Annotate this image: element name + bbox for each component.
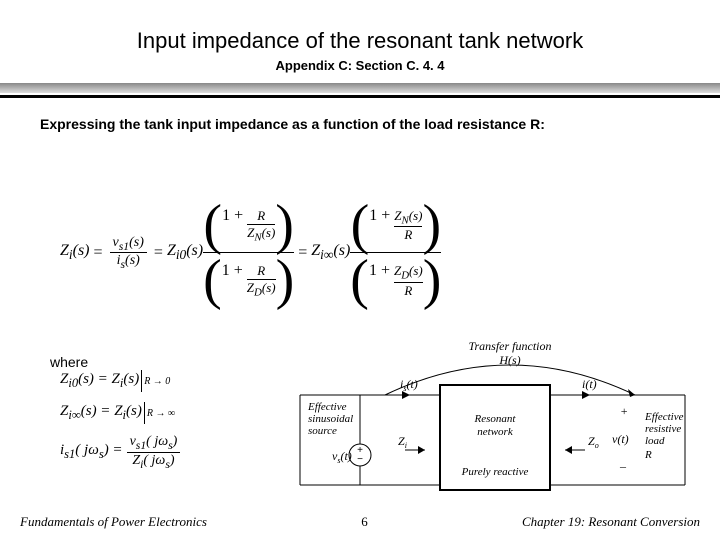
main-equation: Zi(s) = vs1(s) is(s) = Zi0(s) ( 1 + RZN(… xyxy=(60,200,441,306)
page-subtitle: Appendix C: Section C. 4. 4 xyxy=(0,58,720,73)
svg-text:is(t): is(t) xyxy=(400,377,418,393)
svg-text:network: network xyxy=(477,426,514,438)
horizontal-rule xyxy=(0,83,720,98)
where-label: where xyxy=(50,354,88,370)
svg-text:v(t): v(t) xyxy=(612,432,629,446)
svg-text:R: R xyxy=(644,449,652,461)
svg-text:vs(t): vs(t) xyxy=(332,449,352,465)
def-ziinf: Zi∞(s) = Zi(s) R → ∞ xyxy=(60,402,183,424)
svg-text:Zo: Zo xyxy=(588,434,599,450)
svg-text:resistive: resistive xyxy=(645,423,681,435)
svg-text:source: source xyxy=(308,425,337,437)
page-title: Input impedance of the resonant tank net… xyxy=(0,28,720,54)
definitions-block: Zi0(s) = Zi(s) R → 0 Zi∞(s) = Zi(s) R → … xyxy=(60,370,183,481)
svg-text:+: + xyxy=(620,404,628,418)
def-is1: is1( jωs) = vs1( jωs) Zi( jωs) xyxy=(60,434,183,471)
svg-text:Effective: Effective xyxy=(307,401,347,413)
svg-text:i(t): i(t) xyxy=(582,377,597,391)
footer-right: Chapter 19: Resonant Conversion xyxy=(522,514,700,530)
footer-page-number: 6 xyxy=(361,514,368,530)
svg-text:sinusoidal: sinusoidal xyxy=(308,413,353,425)
circuit-diagram: Transfer function H(s) Effective sinusoi… xyxy=(290,340,690,510)
svg-text:Effective: Effective xyxy=(644,411,684,423)
svg-text:Purely reactive: Purely reactive xyxy=(461,466,529,478)
hs-label: H(s) xyxy=(498,353,520,367)
def-zi0: Zi0(s) = Zi(s) R → 0 xyxy=(60,370,183,392)
svg-text:load: load xyxy=(645,435,665,447)
svg-text:Resonant: Resonant xyxy=(474,413,517,425)
svg-text:–: – xyxy=(619,459,627,473)
svg-text:Zi: Zi xyxy=(398,434,407,450)
svg-text:−: − xyxy=(357,454,363,465)
body-sentence: Expressing the tank input impedance as a… xyxy=(40,116,720,132)
footer-left: Fundamentals of Power Electronics xyxy=(20,514,207,530)
transfer-fn-label: Transfer function xyxy=(468,340,551,353)
page-footer: Fundamentals of Power Electronics 6 Chap… xyxy=(0,514,720,530)
